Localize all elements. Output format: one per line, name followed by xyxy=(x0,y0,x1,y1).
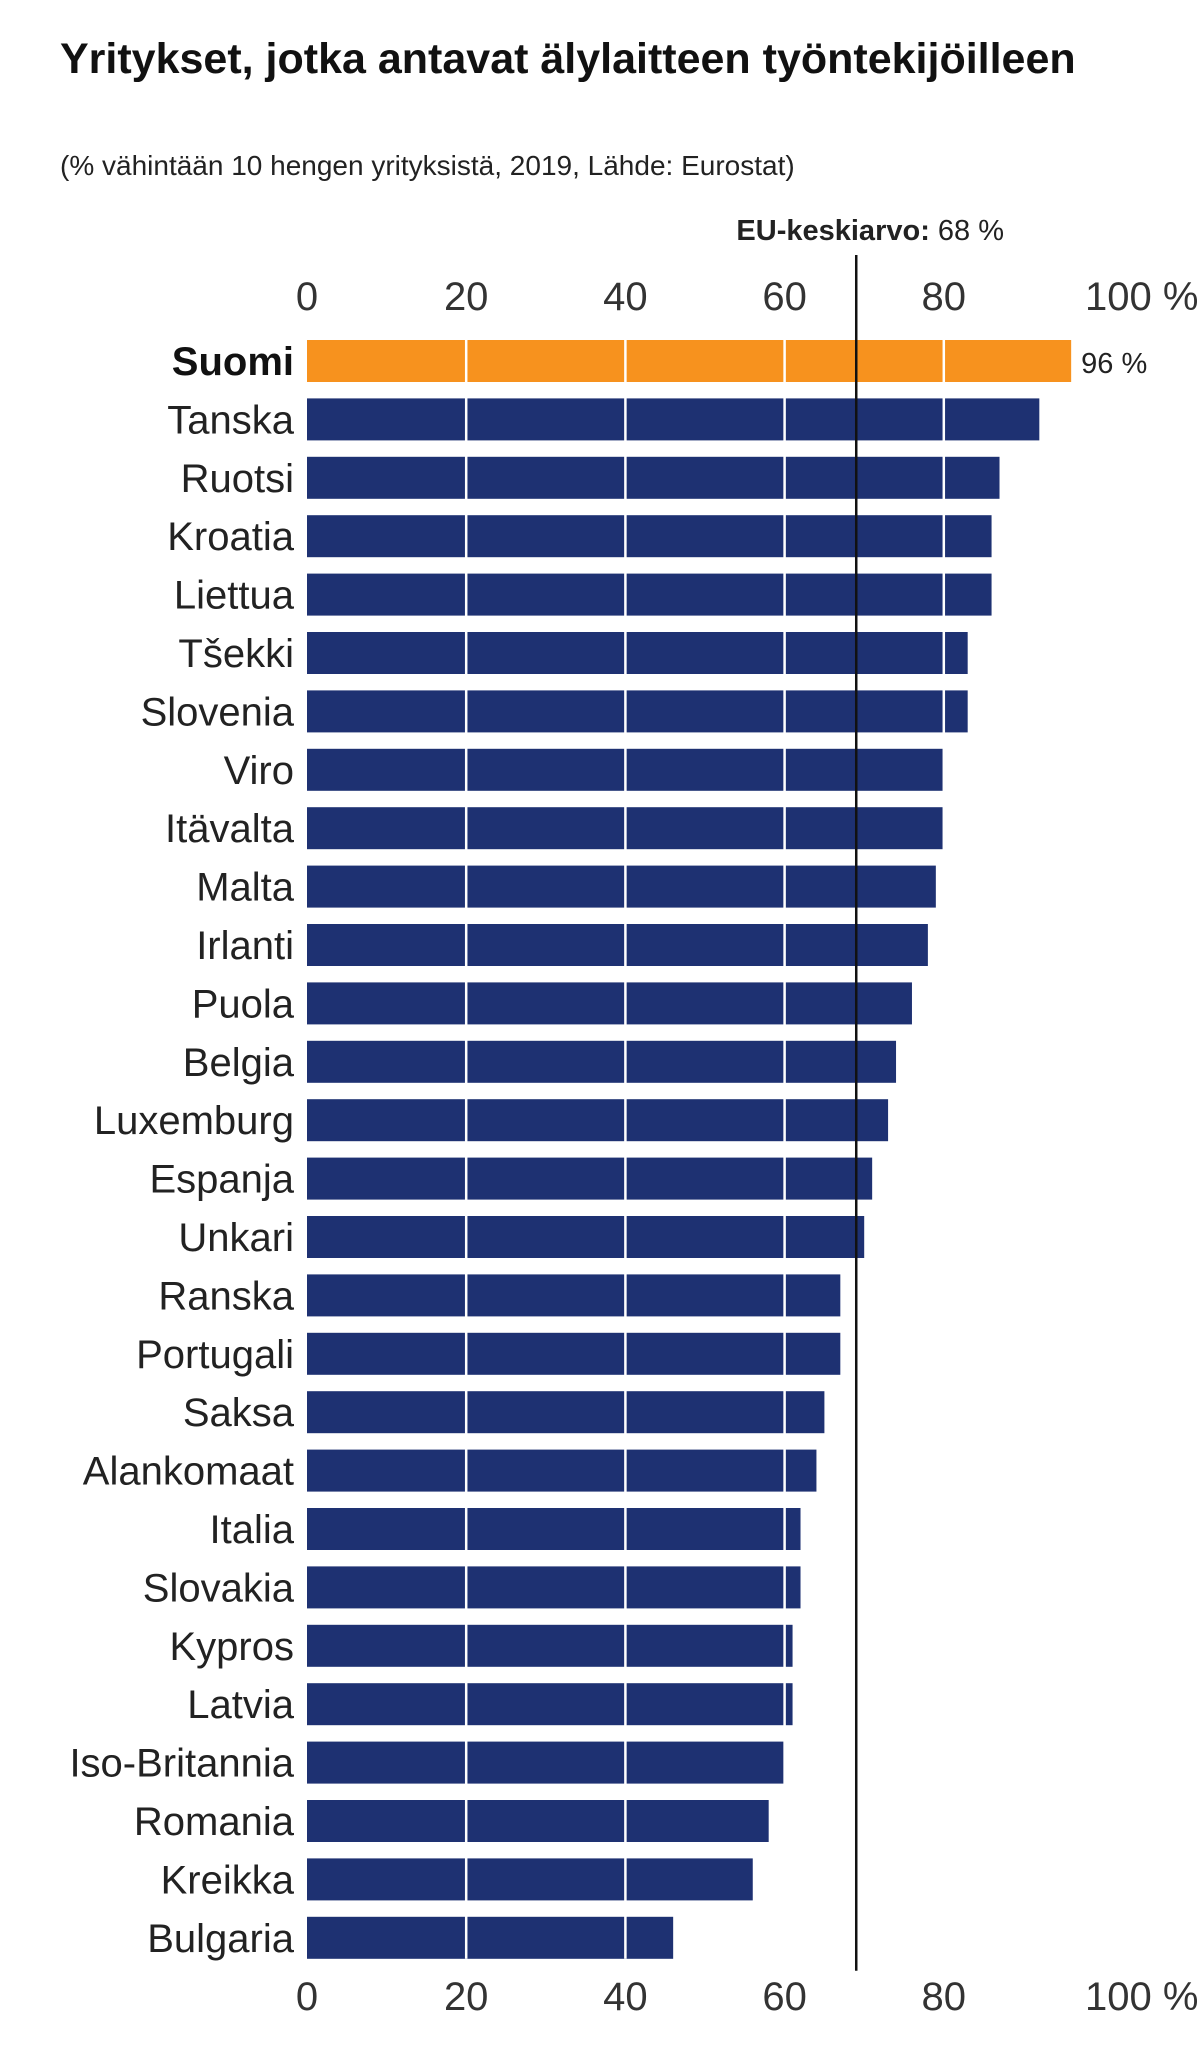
bar-latvia xyxy=(307,1683,793,1726)
bar-alankomaat xyxy=(307,1449,817,1492)
eu-average-value: 68 % xyxy=(930,215,1004,247)
bar-slovakia xyxy=(307,1566,801,1609)
bar-puola xyxy=(307,982,912,1025)
bar-luxemburg xyxy=(307,1099,889,1142)
category-label: Saksa xyxy=(183,1391,295,1435)
category-label: Latvia xyxy=(187,1683,294,1727)
bar-romania xyxy=(307,1800,769,1842)
category-label: Itävalta xyxy=(165,807,295,851)
bar-saksa xyxy=(307,1391,825,1434)
category-label: Unkari xyxy=(178,1216,294,1260)
bar-kreikka xyxy=(307,1858,753,1901)
x-tick-label-bottom: 60 xyxy=(762,1975,807,2019)
eu-average: EU-keskiarvo: 68 % xyxy=(736,215,1004,1971)
value-labels: 96 % xyxy=(1081,348,1147,380)
bar-malta xyxy=(307,865,936,908)
category-label: Italia xyxy=(210,1508,295,1552)
category-label: Espanja xyxy=(149,1158,294,1202)
bar-iso-britannia xyxy=(307,1741,785,1784)
x-tick-label-bottom: 0 xyxy=(296,1975,318,2019)
x-tick-label-top: 100 % xyxy=(1085,275,1198,319)
bar-kroatia xyxy=(307,515,992,558)
chart-subtitle: (% vähintään 10 hengen yrityksistä, 2019… xyxy=(60,150,795,181)
bar-ruotsi xyxy=(307,456,1000,499)
category-label: Luxemburg xyxy=(94,1099,294,1143)
bar-kypros xyxy=(307,1624,793,1667)
category-label: Viro xyxy=(224,749,294,793)
category-label: Slovenia xyxy=(141,690,295,734)
bar-italia xyxy=(307,1508,801,1550)
category-labels: Suomi Tanska Ruotsi Kroatia Liettua Tšekki Slo… xyxy=(69,340,294,1961)
chart-title: Yritykset, jotka antavat älylaitteen työ… xyxy=(60,35,1076,83)
x-tick-label-top: 80 xyxy=(922,275,967,319)
category-label: Tanska xyxy=(167,398,294,442)
category-label: Ruotsi xyxy=(181,457,294,501)
category-label: Slovakia xyxy=(143,1566,295,1610)
bar-slovenia xyxy=(307,690,968,733)
x-tick-label-top: 20 xyxy=(444,275,489,319)
eu-average-label: EU-keskiarvo: 68 % xyxy=(736,215,1004,247)
bar-unkari xyxy=(307,1216,865,1258)
eu-average-label-bold: EU-keskiarvo: xyxy=(736,215,929,247)
x-tick-label-bottom: 20 xyxy=(444,1975,489,2019)
x-tick-label-bottom: 100 % xyxy=(1085,1975,1198,2019)
axis-ticks: 0 0 20 20 40 40 60 60 80 80 100 % 100 % xyxy=(296,275,1199,2019)
bar-portugali xyxy=(307,1332,841,1375)
category-label: Puola xyxy=(192,982,295,1026)
category-label: Malta xyxy=(196,866,295,910)
bar-espanja xyxy=(307,1157,873,1200)
category-label: Kreikka xyxy=(161,1858,295,1902)
category-label: Portugali xyxy=(136,1333,294,1377)
bar-liettua xyxy=(307,573,992,616)
category-label: Bulgaria xyxy=(147,1917,295,1961)
category-label: Kypros xyxy=(170,1625,295,1669)
x-tick-label-top: 60 xyxy=(762,275,807,319)
x-tick-label-bottom: 40 xyxy=(603,1975,648,2019)
category-label: Alankomaat xyxy=(83,1450,294,1494)
x-tick-label-top: 0 xyxy=(296,275,318,319)
bars-group xyxy=(307,340,1072,1959)
grid-lines xyxy=(464,340,946,1959)
bar-tanska xyxy=(307,398,1040,441)
bar-tšekki xyxy=(307,632,968,674)
bar-irlanti xyxy=(307,924,928,966)
category-label: Ranska xyxy=(158,1274,294,1318)
category-label: Iso-Britannia xyxy=(69,1742,294,1786)
category-label: Romania xyxy=(134,1800,295,1844)
category-label: Kroatia xyxy=(167,515,294,559)
x-tick-label-bottom: 80 xyxy=(922,1975,967,2019)
category-label: Irlanti xyxy=(196,924,294,968)
category-label: Suomi xyxy=(172,340,294,384)
bar-ranska xyxy=(307,1274,841,1317)
x-tick-label-top: 40 xyxy=(603,275,648,319)
value-label: 96 % xyxy=(1081,348,1147,380)
category-label: Tšekki xyxy=(178,632,294,676)
category-label: Liettua xyxy=(174,574,295,618)
category-label: Belgia xyxy=(183,1041,295,1085)
bar-belgia xyxy=(307,1040,897,1083)
bar-suomi xyxy=(307,340,1072,382)
bar-bulgaria xyxy=(307,1916,674,1959)
